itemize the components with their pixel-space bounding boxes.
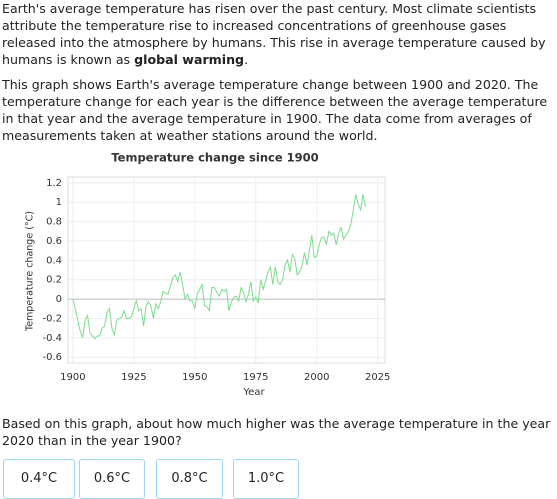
chart-title: Temperature change since 1900 — [111, 151, 318, 165]
text: Earth's average temperature has risen ov… — [2, 1, 546, 67]
plot-area — [67, 176, 386, 364]
intro-paragraph: Earth's average temperature has risen ov… — [2, 0, 555, 68]
x-tick-label: 2000 — [304, 372, 329, 383]
x-axis-label: Year — [242, 387, 265, 398]
x-tick-label: 1900 — [60, 372, 85, 383]
y-tick-label: -0.6 — [42, 352, 62, 363]
answer-option[interactable]: 0.8°C — [156, 459, 223, 499]
y-tick-label: -0.2 — [42, 313, 62, 324]
y-tick-label: 0 — [56, 294, 62, 305]
text: . — [244, 52, 249, 67]
y-tick-label: 1.2 — [46, 178, 62, 189]
bold-term: global warming — [134, 52, 245, 67]
y-tick-label: 0.8 — [46, 217, 62, 228]
data-line — [72, 194, 366, 340]
y-tick-label: 0.2 — [46, 275, 62, 286]
y-tick-label: -0.4 — [42, 333, 62, 344]
chart: Temperature change since 1900 Year Tempe… — [25, 151, 391, 399]
x-tick-label: 2025 — [365, 372, 390, 383]
answer-option[interactable]: 0.4°C — [3, 459, 75, 499]
graph-paragraph: This graph shows Earth's average tempera… — [2, 77, 548, 143]
x-tick-label: 1950 — [182, 372, 207, 383]
answer-option[interactable]: 0.6°C — [79, 459, 145, 499]
question: Based on this graph, about how much high… — [2, 416, 551, 448]
y-axis-label: Temperature change (°C) — [25, 211, 36, 332]
y-tick-label: 1 — [56, 197, 62, 208]
y-tick-label: 0.4 — [46, 255, 62, 266]
answer-option[interactable]: 1.0°C — [233, 459, 299, 499]
x-tick-label: 1925 — [121, 372, 146, 383]
x-tick-label: 1975 — [243, 372, 268, 383]
y-tick-label: 0.6 — [46, 236, 62, 247]
